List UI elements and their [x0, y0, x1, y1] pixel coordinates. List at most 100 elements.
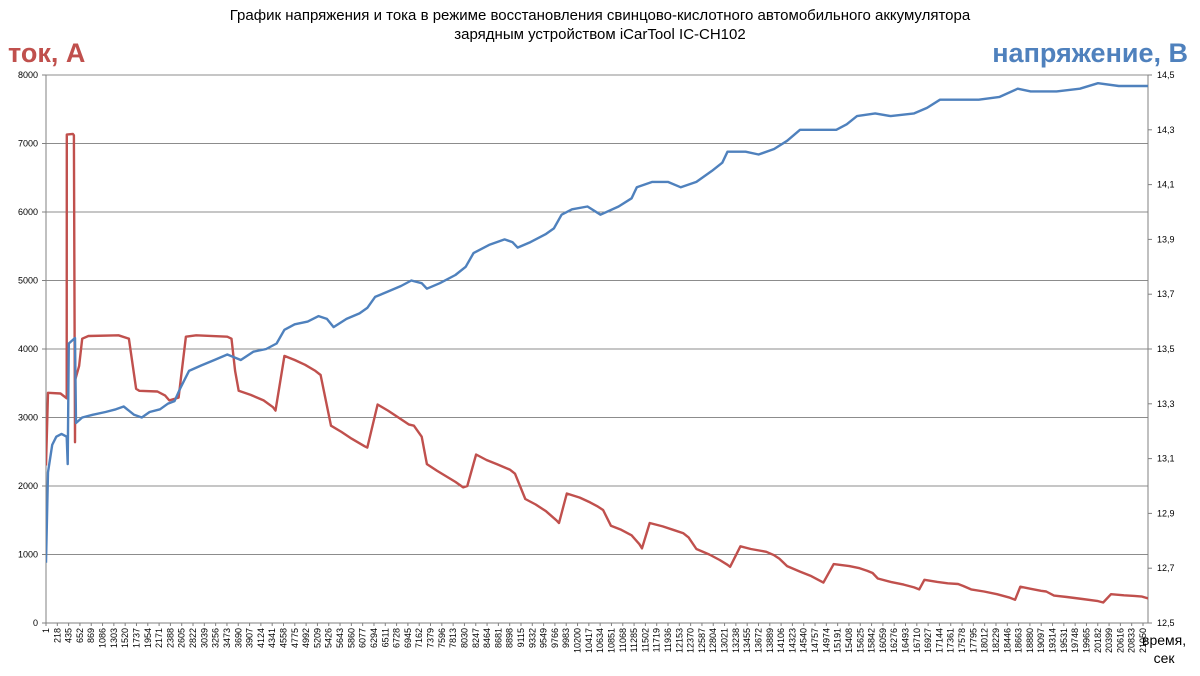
- x-tick-label: 1520: [120, 628, 130, 648]
- right-tick-label: 13,9: [1157, 234, 1175, 244]
- x-tick-label: 2171: [154, 628, 164, 648]
- x-tick-label: 8247: [471, 628, 481, 648]
- x-tick-label: 18446: [1002, 628, 1012, 653]
- x-tick-label: 17144: [934, 628, 944, 653]
- x-tick-label: 1086: [98, 628, 108, 648]
- x-tick-label: 3473: [222, 628, 232, 648]
- x-tick-label: 2822: [188, 628, 198, 648]
- x-tick-label: 14323: [787, 628, 797, 653]
- x-tick-label: 20833: [1127, 628, 1137, 653]
- x-tick-label: 20399: [1104, 628, 1114, 653]
- left-tick-label: 4000: [18, 344, 38, 354]
- x-tick-label: 18229: [991, 628, 1001, 653]
- right-tick-label: 12,7: [1157, 563, 1175, 573]
- x-tick-label: 1737: [131, 628, 141, 648]
- x-tick-label: 7813: [448, 628, 458, 648]
- x-tick-label: 869: [86, 628, 96, 643]
- x-tick-label: 7379: [426, 628, 436, 648]
- x-axis-ticks: 1 218 435 652 869 1086 1303 1520 1737 1954 2171 238…: [41, 623, 1148, 653]
- x-tick-label: 14540: [799, 628, 809, 653]
- left-tick-label: 5000: [18, 276, 38, 286]
- x-tick-label: 18663: [1014, 628, 1024, 653]
- left-axis-label: ток, А: [8, 38, 86, 68]
- x-tick-label: 6728: [392, 628, 402, 648]
- x-tick-label: 2605: [177, 628, 187, 648]
- x-tick-label: 17795: [968, 628, 978, 653]
- x-tick-label: 19748: [1070, 628, 1080, 653]
- x-tick-label: 9766: [550, 628, 560, 648]
- x-tick-label: 16493: [901, 628, 911, 653]
- x-tick-label: 15408: [844, 628, 854, 653]
- x-tick-label: 13021: [720, 628, 730, 653]
- x-tick-label: 9115: [516, 628, 526, 647]
- x-tick-label: 2388: [165, 628, 175, 648]
- x-tick-label: 1954: [143, 628, 153, 648]
- x-tick-label: 3907: [245, 628, 255, 648]
- x-axis-label-line-1: время,: [1142, 632, 1187, 648]
- x-tick-label: 11502: [640, 628, 650, 652]
- x-tick-label: 13672: [753, 628, 763, 653]
- x-tick-label: 3690: [233, 628, 243, 648]
- x-tick-label: 435: [64, 628, 74, 643]
- right-tick-label: 12,9: [1157, 508, 1175, 518]
- x-tick-label: 6077: [358, 628, 368, 648]
- left-tick-label: 1000: [18, 550, 38, 560]
- x-tick-label: 18880: [1025, 628, 1035, 653]
- x-tick-label: 6511: [380, 628, 390, 647]
- x-tick-label: 16276: [889, 628, 899, 653]
- x-tick-label: 652: [75, 628, 85, 643]
- x-tick-label: 8464: [482, 628, 492, 648]
- x-tick-label: 12153: [674, 628, 684, 653]
- x-tick-label: 6945: [403, 628, 413, 648]
- x-tick-label: 3039: [199, 628, 209, 648]
- x-tick-label: 10417: [584, 628, 594, 653]
- x-tick-label: 7162: [414, 628, 424, 648]
- left-tick-label: 0: [33, 618, 38, 628]
- x-tick-label: 11285: [629, 628, 639, 652]
- right-axis-ticks: 12,5 12,7 12,9 13,1 13,3 13,5 13,7 13,9 14,1 14,3…: [1148, 70, 1175, 628]
- series-lines: [46, 82, 1148, 604]
- x-tick-label: 5426: [324, 628, 334, 648]
- x-tick-label: 15625: [855, 628, 865, 653]
- x-tick-label: 9983: [561, 628, 571, 648]
- x-tick-label: 4558: [278, 628, 288, 648]
- chart-title-line-2: зарядным устройством iCarTool IC-CH102: [454, 26, 746, 43]
- right-tick-label: 13,5: [1157, 344, 1175, 354]
- x-tick-label: 4341: [267, 628, 277, 648]
- x-tick-label: 16927: [923, 628, 933, 653]
- x-tick-label: 13238: [731, 628, 741, 653]
- current-series-line: [46, 132, 1148, 604]
- left-tick-label: 6000: [18, 207, 38, 217]
- x-tick-label: 1: [41, 628, 51, 633]
- left-axis-ticks: 0 1000 2000 3000 4000 5000 6000 7000 8000: [18, 70, 46, 628]
- x-tick-label: 19314: [1048, 628, 1058, 653]
- x-tick-label: 9549: [539, 628, 549, 648]
- right-tick-label: 14,1: [1157, 180, 1175, 190]
- x-tick-label: 12370: [686, 628, 696, 653]
- x-tick-label: 18012: [980, 628, 990, 653]
- x-tick-label: 9332: [527, 628, 537, 648]
- x-axis-label: время, сек: [1142, 631, 1186, 667]
- x-tick-label: 14106: [776, 628, 786, 653]
- x-tick-label: 15191: [833, 628, 843, 653]
- chart-title: График напряжения и тока в режиме восста…: [100, 6, 1100, 44]
- x-tick-label: 4775: [290, 628, 300, 648]
- x-tick-label: 20182: [1093, 628, 1103, 653]
- x-tick-label: 19097: [1036, 628, 1046, 653]
- x-axis-label-line-2: сек: [1153, 650, 1175, 666]
- right-tick-label: 13,3: [1157, 399, 1175, 409]
- chart-title-line-1: График напряжения и тока в режиме восста…: [229, 7, 971, 24]
- x-tick-label: 11719: [652, 628, 662, 652]
- x-tick-label: 12587: [697, 628, 707, 653]
- left-tick-label: 3000: [18, 413, 38, 423]
- gridlines: [46, 74, 1148, 624]
- right-tick-label: 14,3: [1157, 125, 1175, 135]
- right-tick-label: 14,5: [1157, 70, 1175, 80]
- x-tick-label: 21050: [1138, 628, 1148, 653]
- x-tick-label: 16710: [912, 628, 922, 653]
- x-tick-label: 8681: [493, 628, 503, 648]
- x-tick-label: 17361: [946, 628, 956, 653]
- x-tick-label: 13889: [765, 628, 775, 653]
- left-tick-label: 2000: [18, 481, 38, 491]
